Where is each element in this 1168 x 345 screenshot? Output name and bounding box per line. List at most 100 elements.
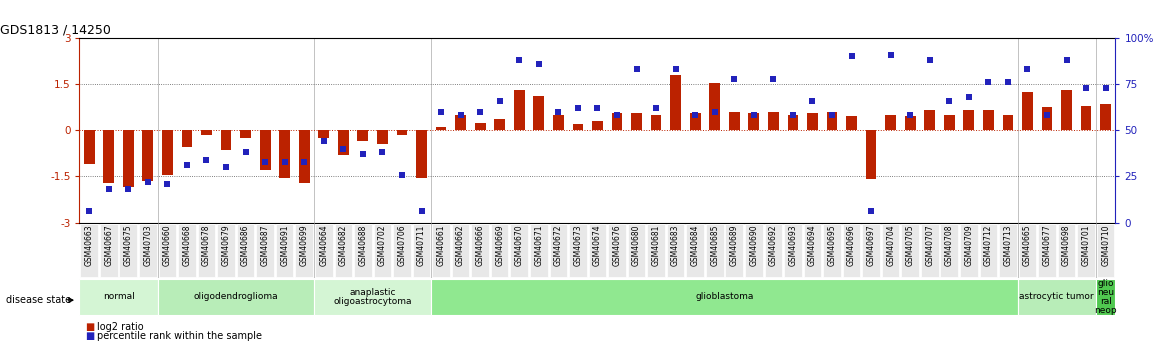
FancyBboxPatch shape (940, 224, 958, 277)
Point (471, 109, 489, 115)
FancyBboxPatch shape (823, 224, 841, 277)
Point (959, 94, 978, 100)
Bar (690, 113, 701, 130)
Point (79, 209, 98, 214)
Point (432, 109, 451, 115)
FancyBboxPatch shape (119, 224, 137, 277)
FancyBboxPatch shape (667, 224, 684, 277)
FancyBboxPatch shape (609, 224, 626, 277)
Bar (416, 130, 426, 178)
Bar (181, 130, 193, 147)
Bar (319, 130, 329, 138)
FancyBboxPatch shape (1038, 224, 1056, 277)
Bar (123, 130, 133, 187)
FancyBboxPatch shape (197, 224, 215, 277)
Bar (983, 110, 994, 130)
Point (764, 76, 783, 81)
FancyBboxPatch shape (705, 224, 723, 277)
FancyBboxPatch shape (217, 224, 235, 277)
Text: ■: ■ (85, 332, 95, 341)
Text: GSM40664: GSM40664 (319, 225, 328, 266)
Point (139, 179, 158, 185)
FancyBboxPatch shape (1018, 224, 1036, 277)
Point (822, 113, 841, 118)
Bar (494, 119, 505, 130)
FancyBboxPatch shape (745, 224, 763, 277)
FancyBboxPatch shape (432, 224, 450, 277)
Point (491, 98, 509, 104)
FancyBboxPatch shape (725, 224, 743, 277)
FancyBboxPatch shape (374, 224, 391, 277)
FancyBboxPatch shape (334, 224, 352, 277)
Point (119, 187, 138, 192)
Point (334, 146, 353, 151)
Point (217, 165, 236, 170)
Point (294, 159, 313, 164)
Text: GSM40694: GSM40694 (808, 225, 816, 266)
Point (236, 150, 255, 155)
Bar (1080, 106, 1091, 130)
Text: GSM40701: GSM40701 (1082, 225, 1091, 266)
FancyBboxPatch shape (159, 224, 176, 277)
FancyBboxPatch shape (237, 224, 255, 277)
Bar (865, 130, 876, 179)
FancyBboxPatch shape (139, 224, 157, 277)
Text: GSM40675: GSM40675 (124, 225, 133, 266)
Bar (905, 116, 916, 130)
Text: GSM40678: GSM40678 (202, 225, 211, 266)
Text: GSM40711: GSM40711 (417, 225, 426, 266)
Text: normal: normal (103, 292, 134, 301)
Text: GSM40667: GSM40667 (104, 225, 113, 266)
Text: GSM40668: GSM40668 (182, 225, 192, 266)
Bar (670, 75, 681, 130)
Bar (436, 127, 446, 130)
FancyBboxPatch shape (999, 224, 1016, 277)
FancyBboxPatch shape (647, 224, 665, 277)
Text: GSM40666: GSM40666 (475, 225, 485, 266)
Text: GSM40685: GSM40685 (710, 225, 719, 266)
Text: GDS1813 / 14250: GDS1813 / 14250 (0, 24, 111, 37)
Text: GSM40691: GSM40691 (280, 225, 290, 266)
Point (940, 98, 959, 104)
Text: GSM40665: GSM40665 (1023, 225, 1033, 266)
FancyBboxPatch shape (960, 224, 978, 277)
Bar (79, 279, 158, 315)
FancyBboxPatch shape (530, 224, 548, 277)
Bar (338, 130, 349, 155)
Text: GSM40688: GSM40688 (359, 225, 368, 266)
Point (1057, 57, 1076, 63)
Text: GSM40673: GSM40673 (573, 225, 583, 266)
Bar (201, 130, 211, 135)
Text: ■: ■ (85, 322, 95, 332)
Point (392, 172, 411, 177)
Text: disease state: disease state (6, 295, 71, 305)
Bar (592, 121, 603, 130)
Bar (924, 110, 936, 130)
Point (354, 151, 373, 157)
Bar (612, 113, 623, 130)
Text: log2 ratio: log2 ratio (97, 322, 144, 332)
Text: GSM40692: GSM40692 (769, 225, 778, 266)
Text: GSM40696: GSM40696 (847, 225, 856, 266)
Point (901, 113, 919, 118)
Bar (1100, 104, 1111, 130)
Point (99, 187, 118, 192)
Point (588, 105, 606, 111)
Text: GSM40682: GSM40682 (339, 225, 348, 266)
FancyBboxPatch shape (549, 224, 568, 277)
Bar (142, 130, 153, 181)
Text: GSM40674: GSM40674 (593, 225, 602, 266)
FancyBboxPatch shape (589, 224, 606, 277)
Bar (964, 110, 974, 130)
Point (784, 113, 802, 118)
Point (920, 57, 939, 63)
FancyBboxPatch shape (256, 224, 274, 277)
Bar (357, 130, 368, 141)
Bar (241, 130, 251, 138)
Point (842, 54, 861, 59)
Point (744, 113, 763, 118)
Text: oligodendroglioma: oligodendroglioma (194, 292, 278, 301)
Bar (846, 116, 857, 130)
Text: GSM40681: GSM40681 (652, 225, 661, 266)
Text: GSM40672: GSM40672 (554, 225, 563, 266)
